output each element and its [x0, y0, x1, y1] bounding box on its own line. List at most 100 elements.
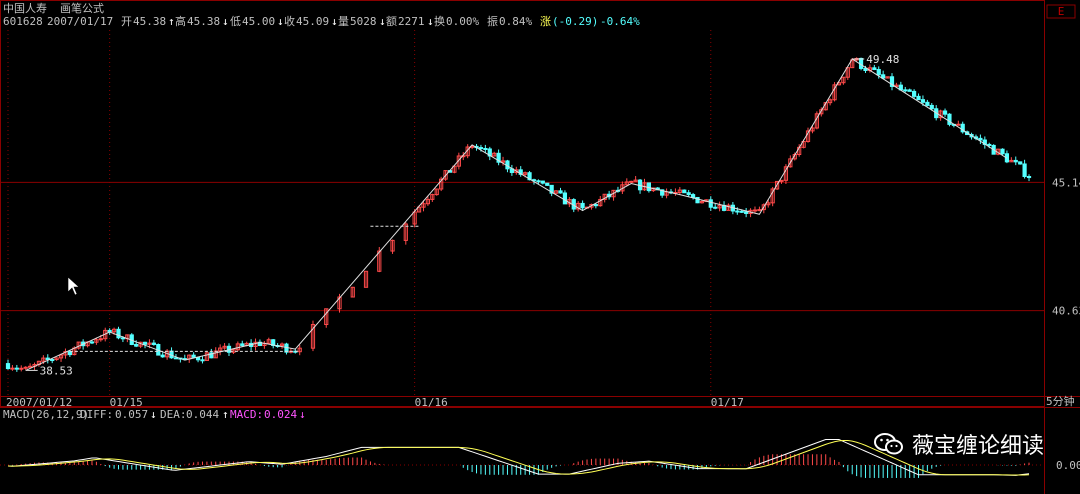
candle-body	[545, 182, 550, 186]
x-tick-label: 01/16	[415, 396, 448, 409]
candle-body	[297, 347, 302, 353]
candle-body	[987, 143, 992, 146]
candle-body	[540, 180, 545, 184]
candle-body	[925, 101, 930, 106]
candle-body	[151, 342, 156, 346]
candle-body	[1009, 159, 1014, 163]
low-value: 45.00	[242, 15, 275, 28]
candle-body	[536, 180, 541, 183]
candle-body	[94, 339, 99, 343]
candle-body	[421, 203, 426, 208]
candle-body	[757, 209, 762, 212]
candle-body	[801, 140, 806, 148]
candle-body	[907, 89, 912, 92]
macd-label: MACD:	[230, 408, 263, 421]
y-tick-label: 45.14	[1052, 176, 1080, 189]
candle-body	[111, 328, 117, 333]
quote-line: 601628 2007/01/17 开 45.38 ↑ 高 45.38 ↓ 低 …	[3, 14, 640, 28]
arrow-down-icon: ↓	[299, 408, 306, 421]
candle-body	[956, 123, 961, 126]
arrow-down-icon: ↓	[277, 15, 284, 28]
candle-body	[713, 206, 718, 209]
candle-body	[58, 354, 64, 359]
candle-body	[845, 67, 850, 78]
candle-body	[788, 158, 793, 168]
y-tick-label: 40.63	[1052, 305, 1080, 318]
candle-body	[580, 202, 585, 209]
candle-body	[810, 127, 815, 132]
cursor-icon	[67, 276, 80, 296]
candle-body	[523, 172, 528, 175]
candle-body	[443, 170, 448, 180]
period-label[interactable]: 5分钟	[1046, 394, 1075, 408]
macd-header: MACD(26,12,9) DIFF: 0.057 ↓ DEA: 0.044 ↑…	[3, 408, 306, 421]
corner-badge[interactable]	[1046, 4, 1076, 19]
open-value: 45.38	[133, 15, 166, 28]
candle-body	[160, 354, 165, 358]
volume-label: 量	[338, 15, 349, 28]
candle-body	[430, 194, 435, 200]
candle-body	[142, 341, 148, 345]
candle-body	[266, 339, 271, 344]
candle-body	[222, 345, 227, 349]
macd-title: MACD(26,12,9)	[3, 408, 89, 421]
candle-body	[425, 198, 430, 205]
dea-value: 0.044	[186, 408, 219, 421]
change-label: 涨	[540, 15, 551, 28]
candle-body	[271, 339, 276, 347]
change-pct: -0.64%	[600, 15, 640, 28]
candle-body	[978, 137, 983, 141]
arrow-down-icon: ↓	[379, 15, 386, 28]
candle-body	[350, 286, 355, 298]
arrow-down-icon: ↓	[331, 15, 338, 28]
candle-body	[881, 74, 886, 79]
turnover-value: 0.00%	[446, 15, 479, 28]
dea-line	[7, 439, 1030, 476]
arrow-up-icon: ↑	[168, 15, 175, 28]
candle-body	[960, 123, 965, 133]
high-label: 高	[175, 14, 186, 28]
candle-body	[41, 357, 46, 362]
candle-body	[819, 109, 824, 115]
candle-body	[589, 204, 594, 208]
candle-body	[514, 169, 519, 173]
candle-body	[134, 343, 139, 347]
wechat-icon	[873, 432, 904, 456]
candle-body	[54, 357, 59, 361]
candle-body	[920, 99, 926, 103]
candle-body	[67, 351, 72, 356]
candle-body	[5, 363, 11, 370]
candle-body	[209, 352, 214, 359]
stroke-lines	[25, 58, 1008, 371]
candle-body	[947, 113, 952, 125]
candle-body	[726, 204, 731, 211]
candle-body	[752, 209, 758, 212]
candle-body	[686, 192, 691, 196]
candle-body	[593, 204, 598, 207]
candle-body	[173, 357, 179, 360]
candle-body	[28, 365, 33, 368]
candle-body	[116, 328, 121, 339]
stroke-polyline	[25, 58, 1008, 371]
formula-name: 画笔公式	[60, 1, 104, 15]
diff-line	[7, 438, 1030, 476]
candle-body	[744, 211, 749, 214]
amplitude-value: 0.84%	[499, 15, 532, 28]
arrow-up-icon: ↑	[222, 408, 229, 421]
candle-body	[147, 342, 152, 345]
candle-body	[1000, 148, 1005, 155]
candle-body	[699, 201, 705, 204]
candle-body	[558, 190, 563, 194]
candle-body	[611, 189, 616, 198]
candle-body	[770, 188, 775, 204]
volume-value: 5028	[350, 15, 377, 28]
candle-body	[240, 343, 245, 346]
candles	[5, 57, 1032, 372]
dea-label: DEA:	[160, 408, 187, 421]
candle-body	[942, 110, 948, 115]
macd-panel	[0, 438, 1044, 478]
watermark-text: 薇宝缠论细读	[911, 434, 1044, 459]
candle-body	[660, 189, 665, 196]
candle-body	[191, 354, 196, 358]
candle-body	[885, 76, 890, 79]
